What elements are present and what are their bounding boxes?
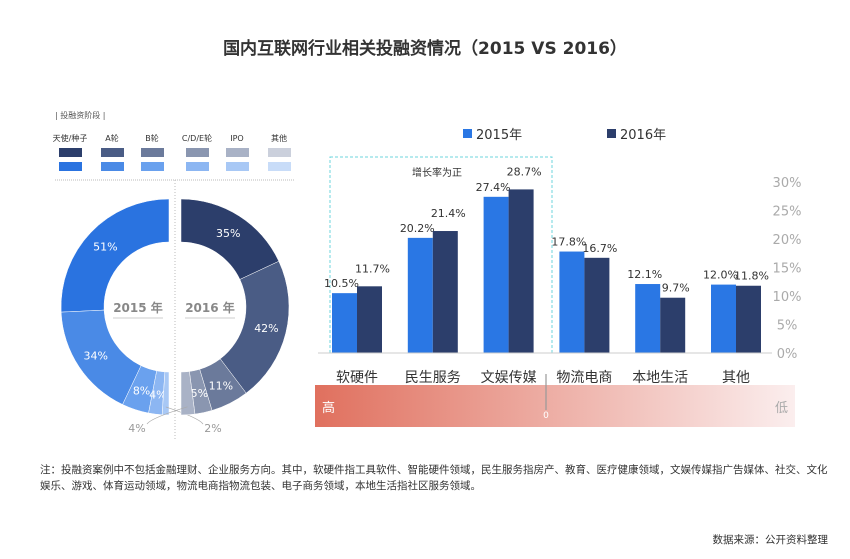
stage-swatch-2016: [268, 148, 291, 157]
x-tick-label: 民生服务: [405, 370, 461, 386]
donut-segment: [180, 371, 196, 416]
donut-label: 2%: [204, 422, 221, 435]
stage-swatch-2015: [226, 162, 249, 171]
stage-legend-label: A轮: [105, 133, 118, 143]
bar: [660, 297, 686, 353]
scale-low-label: 低: [775, 401, 788, 416]
leader-line: [146, 406, 188, 425]
bar: [635, 284, 661, 353]
stage-swatch-2015: [141, 162, 164, 171]
footnote: 注：投融资案例中不包括金融理财、企业服务方向。其中，软硬件指工具软件、智能硬件领…: [40, 464, 828, 492]
stage-legend-label: 天使/种子: [53, 133, 88, 143]
donut-label: 34%: [84, 350, 108, 363]
positive-growth-box: [329, 156, 553, 354]
y-tick-label: 10%: [773, 290, 802, 305]
bar: [407, 237, 433, 353]
stage-legend-label: 其他: [271, 133, 287, 143]
legend-swatch: [607, 129, 616, 138]
donut-center-title: 2016 年: [185, 300, 235, 315]
bar: [736, 285, 761, 353]
legend-swatch: [463, 129, 472, 138]
bar: [357, 286, 382, 353]
donut-label: 8%: [133, 385, 150, 398]
stage-legend-label: B轮: [145, 133, 159, 143]
bar: [432, 231, 458, 353]
bar-data-label: 10.5%: [324, 277, 359, 290]
stage-legend-label: C/D/E轮: [182, 133, 212, 143]
stage-swatch-2016: [186, 148, 209, 157]
stage-swatch-2015: [59, 162, 82, 171]
scale-zero-label: 0: [543, 411, 549, 421]
donut-label: 4%: [149, 388, 166, 401]
bar-data-label: 20.2%: [400, 222, 435, 235]
growth-gradient-bar: [315, 385, 795, 427]
stage-swatch-2015: [268, 162, 291, 171]
stage-swatch-2015: [186, 162, 209, 171]
bar-data-label: 27.4%: [476, 181, 511, 194]
bar: [711, 284, 736, 353]
leader-line: [165, 406, 204, 425]
bar: [483, 196, 509, 353]
annotation: 增长率为正: [412, 166, 462, 179]
x-tick-label: 物流电商: [556, 370, 612, 386]
donut-label: 5%: [191, 387, 208, 400]
x-tick-label: 本地生活: [632, 370, 688, 386]
bar-data-label: 21.4%: [431, 207, 466, 220]
y-tick-label: 25%: [773, 205, 802, 220]
stage-legend-title: | 投融资阶段 |: [55, 110, 105, 120]
y-tick-label: 20%: [773, 233, 802, 248]
bar-data-label: 16.7%: [582, 242, 617, 255]
bar: [584, 257, 610, 353]
donut-label: 51%: [93, 240, 117, 253]
scale-high-label: 高: [322, 400, 335, 416]
stage-swatch-2016: [141, 148, 164, 157]
donut-label: 42%: [254, 322, 278, 335]
bar: [559, 251, 585, 353]
x-tick-label: 文娱传媒: [481, 370, 537, 386]
x-tick-label: 其他: [722, 370, 750, 386]
stage-legend-label: IPO: [230, 134, 243, 143]
bar-data-label: 9.7%: [662, 282, 690, 295]
page-title: 国内互联网行业相关投融资情况（2015 VS 2016）: [223, 39, 627, 59]
bar-data-label: 11.7%: [355, 262, 390, 275]
y-tick-label: 5%: [777, 319, 798, 334]
donut-center-title: 2015 年: [113, 300, 163, 315]
bar-data-label: 28.7%: [507, 165, 542, 178]
legend-label: 2015年: [476, 128, 522, 143]
donut-label: 35%: [216, 227, 240, 240]
donut-segment: [60, 198, 170, 313]
data-source: 数据来源：公开资料整理: [712, 534, 829, 546]
donut-label: 4%: [128, 422, 145, 435]
bar: [332, 293, 357, 353]
stage-swatch-2016: [226, 148, 249, 157]
x-tick-label: 软硬件: [336, 370, 378, 386]
bar-data-label: 12.0%: [703, 269, 738, 282]
stage-swatch-2016: [101, 148, 124, 157]
y-tick-label: 0%: [777, 347, 798, 362]
stage-swatch-2015: [101, 162, 124, 171]
donut-label: 11%: [209, 379, 233, 392]
bar-data-label: 17.8%: [551, 236, 586, 249]
bar-data-label: 11.8%: [734, 270, 769, 283]
y-tick-label: 30%: [773, 176, 802, 191]
bar-data-label: 12.1%: [627, 268, 662, 281]
bar: [508, 189, 534, 353]
legend-label: 2016年: [620, 128, 666, 143]
stage-swatch-2016: [59, 148, 82, 157]
y-tick-label: 15%: [773, 262, 802, 277]
